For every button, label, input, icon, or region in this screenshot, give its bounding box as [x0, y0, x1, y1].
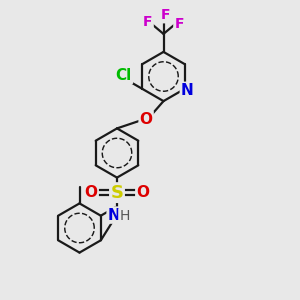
Text: F: F	[160, 8, 170, 22]
Text: N: N	[108, 208, 120, 223]
Text: Cl: Cl	[116, 68, 132, 83]
Text: F: F	[174, 17, 184, 31]
Text: S: S	[110, 184, 124, 202]
Text: H: H	[119, 209, 130, 223]
Text: O: O	[140, 112, 153, 127]
Text: O: O	[136, 185, 149, 200]
Text: O: O	[85, 185, 98, 200]
Text: F: F	[143, 15, 153, 29]
Text: N: N	[181, 83, 194, 98]
